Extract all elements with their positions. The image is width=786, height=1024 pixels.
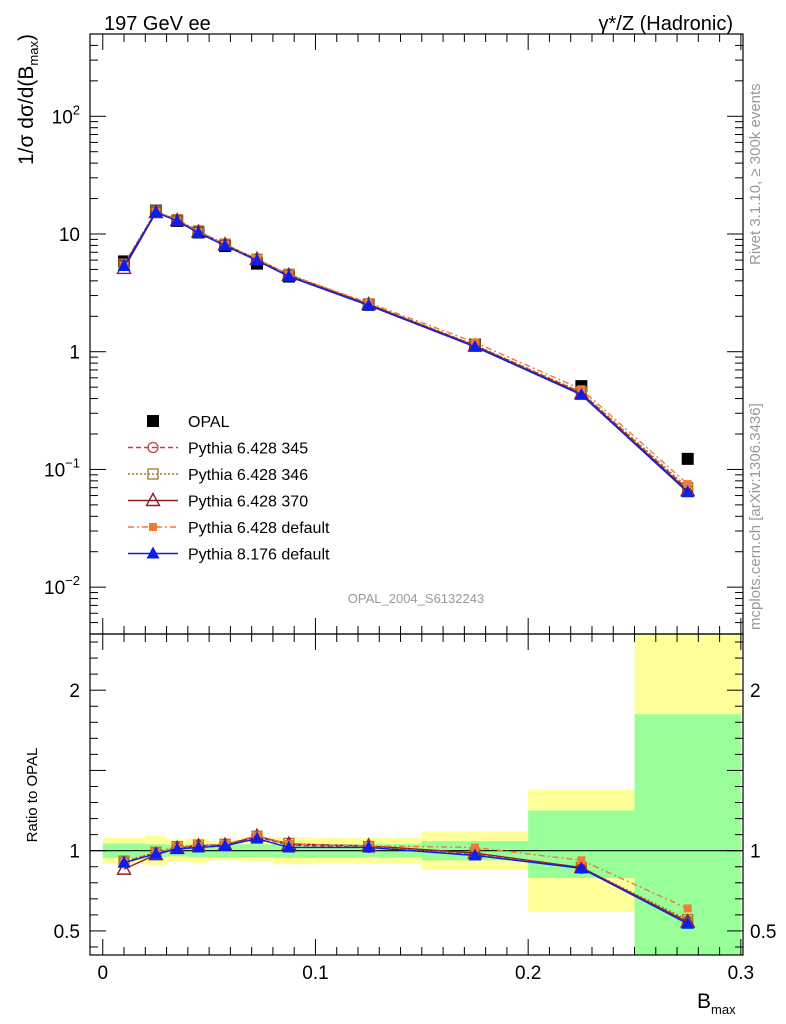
ratio-tick-label-left: 0.5 <box>54 922 80 943</box>
y-tick-label-exp: −1 <box>65 455 80 470</box>
data-series <box>116 204 696 929</box>
y-tick-label: 102 <box>52 102 80 128</box>
series-4-ratio-point <box>470 843 479 852</box>
series-5-main-point <box>282 269 296 282</box>
y-axis-title: 1/σ dσ/d(Bmax) <box>15 34 41 165</box>
series-5-ratio-point <box>117 855 131 868</box>
ratio-plot-frame <box>89 633 744 956</box>
legend-label-5: Pythia 8.176 default <box>188 547 330 564</box>
y-tick-label: 10−2 <box>44 573 80 599</box>
legend-marker-0 <box>147 415 159 427</box>
y-tick-label-base: 1 <box>69 343 80 364</box>
analysis-label: OPAL_2004_S6132243 <box>348 591 484 606</box>
y-tick-label-base: 10 <box>59 225 80 246</box>
series-5-ratio-point <box>218 838 232 851</box>
y-tick-label-exp: 2 <box>73 102 80 117</box>
ratio-tick-label-left: 2 <box>69 681 80 702</box>
series-5-ratio-point <box>468 848 482 861</box>
x-tick-label: 0 <box>97 963 108 984</box>
y-tick-label: 10 <box>59 225 80 246</box>
y-axis-title-close: ) <box>15 34 38 41</box>
x-tick-label: 0.2 <box>515 963 541 984</box>
series-4-ratio-point <box>577 856 586 865</box>
ratio-uncertainty-bands <box>90 634 743 955</box>
series-5-main-point <box>468 339 482 352</box>
legend-label-0: OPAL <box>188 414 230 431</box>
legend-marker-5 <box>146 546 160 559</box>
series-5-ratio-point <box>250 831 264 844</box>
series-5-ratio-point <box>362 840 376 853</box>
source-label: mcplots.cern.ch [arXiv:1306.3436] <box>747 403 764 630</box>
series-5-main-point <box>218 238 232 251</box>
series-5-main-point <box>191 225 205 238</box>
legend-label-4: Pythia 6.428 default <box>188 520 330 537</box>
legend-marker-2 <box>147 468 159 480</box>
series-5-ratio-point <box>170 842 184 855</box>
series-5-main-point <box>149 205 163 218</box>
y-tick-label-base: 10 <box>44 578 65 599</box>
y-tick-label: 1 <box>69 343 80 364</box>
series-0-main-point <box>681 452 694 465</box>
legend-label-3: Pythia 6.428 370 <box>188 494 308 511</box>
series-5-main-point <box>117 258 131 271</box>
y-axis-title-sub: max <box>26 41 41 66</box>
legend-marker-3 <box>145 492 161 507</box>
legend-marker-4 <box>149 523 157 531</box>
y-tick-label: 10−1 <box>44 455 80 481</box>
y-tick-label-base: 10 <box>44 460 65 481</box>
ratio-tick-label-right: 2 <box>750 681 761 702</box>
series-5-main-point <box>362 298 376 311</box>
series-5-main-point <box>170 213 184 226</box>
ratio-y-axis-title: Ratio to OPAL <box>24 748 41 843</box>
ratio-tick-label-right: 1 <box>750 842 761 863</box>
series-5-ratio-point <box>574 861 588 874</box>
main-plot-frame <box>89 33 744 635</box>
series-5-main-point <box>250 253 264 266</box>
y-axis-title-main: 1/σ dσ/d(B <box>15 66 38 165</box>
rivet-label: Rivet 3.1.10, ≥ 300k events <box>747 83 764 265</box>
series-4-main-point <box>683 480 692 489</box>
series-5-ratio-point <box>149 846 163 859</box>
y-tick-label-exp: −2 <box>65 573 80 588</box>
legend-label-2: Pythia 6.428 346 <box>188 467 308 484</box>
y-tick-label-base: 10 <box>52 107 73 128</box>
series-5-main-point <box>681 485 695 498</box>
ratio-tick-label-left: 1 <box>69 842 80 863</box>
legend-marker-1 <box>147 441 159 454</box>
series-5-ratio-point <box>681 916 695 929</box>
energy-label: 197 GeV ee <box>104 13 211 35</box>
x-tick-label: 0.1 <box>302 963 328 984</box>
x-axis-title: Bmax <box>697 990 736 1017</box>
x-axis-title-sub: max <box>711 1002 736 1017</box>
series-5-ratio-point <box>191 840 205 853</box>
series-3-ratio-point <box>116 860 132 875</box>
series-2-main-line <box>123 210 689 489</box>
x-tick-label: 0.3 <box>728 963 754 984</box>
series-5-main-point <box>574 387 588 400</box>
process-label: γ*/Z (Hadronic) <box>599 13 733 35</box>
legend-label-1: Pythia 6.428 345 <box>188 441 308 458</box>
x-axis-title-main: B <box>697 990 711 1013</box>
legend: OPAL Pythia 6.428 345 Pythia 6.428 346 Pyth… <box>128 414 330 564</box>
series-4-ratio-point <box>683 904 692 913</box>
ratio-tick-label-right: 0.5 <box>750 922 776 943</box>
series-5-ratio-point <box>282 840 296 853</box>
